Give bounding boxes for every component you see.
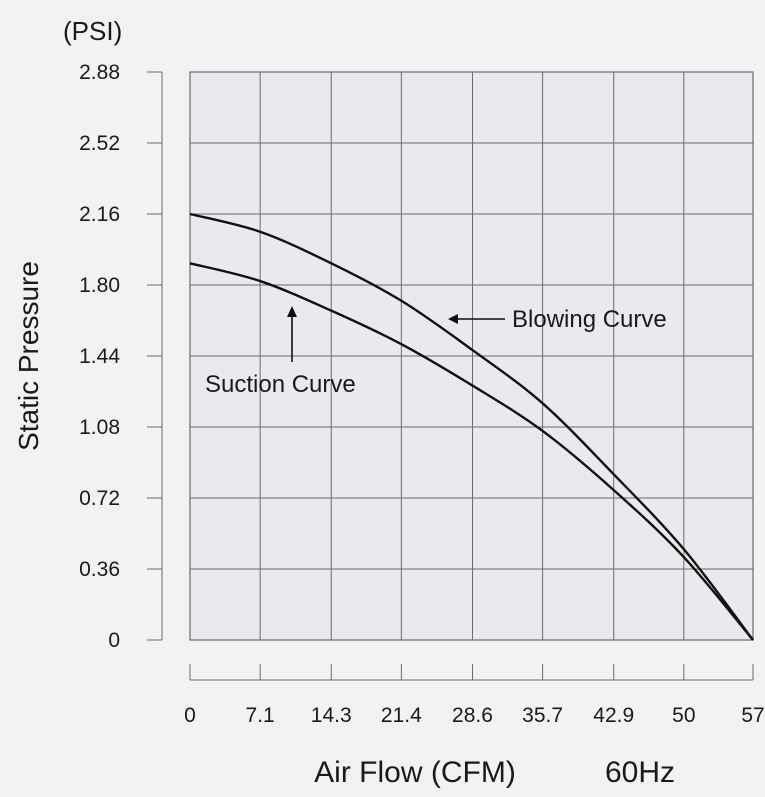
x-tick-label: 35.7: [522, 704, 563, 727]
suction-curve-line: [189, 262, 754, 641]
blowing-curve-annotation: Blowing Curve: [448, 306, 667, 333]
y-units-label: (PSI): [63, 16, 122, 46]
x-tick-label: 28.6: [452, 704, 493, 727]
blowing-curve-label: Blowing Curve: [512, 306, 667, 333]
x-axis-label: Air Flow (CFM): [314, 756, 516, 789]
y-tick-label: 2.52: [79, 132, 120, 155]
y-tick-label: 0: [108, 629, 120, 652]
plot-border: [189, 71, 754, 641]
blowing-curve-arrowhead: [448, 314, 458, 324]
x-tick-label: 14.3: [311, 704, 352, 727]
suction-curve-arrowhead: [287, 306, 297, 317]
frequency-label: 60Hz: [605, 756, 675, 789]
x-tick-label: 21.4: [381, 704, 422, 727]
blowing-curve-line: [189, 212, 754, 641]
x-tick-label: 57: [741, 704, 764, 727]
grid-lines: [189, 71, 754, 641]
y-tick-label: 0.72: [79, 487, 120, 510]
y-tick-label: 1.80: [79, 274, 120, 297]
y-tick-label: 1.08: [79, 416, 120, 439]
y-tick-label: 1.44: [79, 345, 120, 368]
axes: [147, 71, 754, 681]
y-axis-label: Static Pressure: [13, 261, 44, 451]
tick-labels: 0 0.36 0.72 1.08 1.44 1.80 2.16 2.52 2.88 0 7.1 14.…: [79, 61, 765, 727]
x-tick-label: 0: [184, 704, 196, 727]
y-tick-label: 2.88: [79, 61, 120, 84]
y-tick-label: 0.36: [79, 558, 120, 581]
suction-curve-annotation: Suction Curve: [205, 306, 356, 398]
curves: [189, 212, 754, 641]
x-tick-label: 50: [672, 704, 695, 727]
x-tick-label: 7.1: [246, 704, 275, 727]
y-tick-label: 2.16: [79, 203, 120, 226]
suction-curve-label: Suction Curve: [205, 371, 356, 398]
x-tick-label: 42.9: [593, 704, 634, 727]
